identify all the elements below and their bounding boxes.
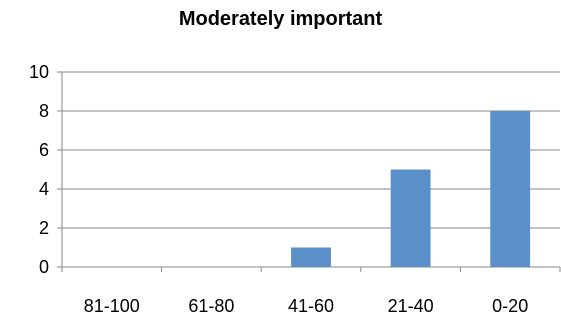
y-tick-label: 6 (39, 140, 49, 160)
x-tick-label: 61-80 (188, 296, 234, 316)
x-tick-label: 21-40 (388, 296, 434, 316)
bar-41-60 (291, 247, 331, 267)
bar-21-40 (390, 169, 431, 267)
bar-0-20 (490, 111, 531, 267)
chart-title: Moderately important (178, 8, 383, 30)
y-tick-label: 2 (39, 218, 49, 238)
y-tick-label: 4 (39, 179, 49, 199)
y-tick-label: 10 (29, 62, 49, 82)
y-tick-label: 8 (39, 101, 49, 121)
y-tick-label: 0 (39, 257, 49, 277)
x-tick-label: 41-60 (288, 296, 334, 316)
x-tick-label: 0-20 (492, 296, 528, 316)
x-tick-label: 81-100 (84, 296, 140, 316)
